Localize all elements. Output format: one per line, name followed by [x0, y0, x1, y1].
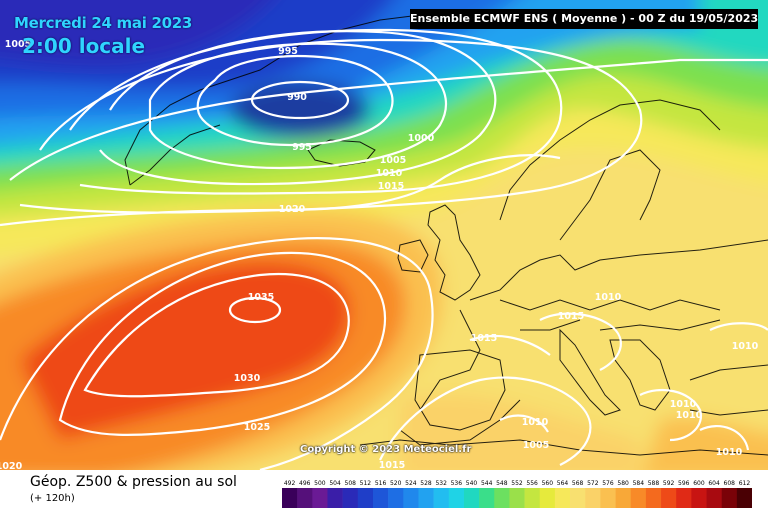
isobar-label: 1020: [0, 461, 23, 470]
legend-swatch: [494, 488, 510, 508]
legend-swatch: [524, 488, 541, 508]
legend-label: 556: [526, 480, 538, 487]
legend-label: 576: [602, 480, 614, 487]
legend-swatch: [630, 488, 647, 508]
legend-label: 500: [314, 480, 326, 487]
legend-label: 552: [511, 480, 523, 487]
legend-label: 568: [572, 480, 584, 487]
legend-label: 560: [542, 480, 554, 487]
legend-label: 528: [420, 480, 432, 487]
isobar-label: 1035: [248, 292, 274, 303]
legend-swatch: [600, 488, 616, 508]
legend-swatch: [327, 488, 343, 508]
isobar-label: 1010: [595, 292, 622, 303]
isobar-label: 1020: [279, 204, 306, 215]
isobar-label: 1005: [380, 155, 406, 166]
legend-label: 492: [284, 480, 296, 487]
isobar-label: 1010: [716, 447, 743, 458]
legend-swatch: [736, 488, 752, 508]
legend-label: 512: [360, 480, 372, 487]
legend-swatch: [297, 488, 313, 508]
legend-label: 592: [663, 480, 675, 487]
legend-swatch: [721, 488, 738, 508]
isobar-label: 1005: [5, 39, 31, 50]
isobars: [0, 28, 768, 470]
legend-swatch: [554, 488, 571, 508]
legend-swatch: [357, 488, 374, 508]
legend-swatch: [342, 488, 359, 508]
legend-swatch: [282, 488, 298, 508]
forecast-range: (+ 120h): [30, 493, 75, 504]
legend-swatch: [448, 488, 465, 508]
legend-label: 588: [648, 480, 660, 487]
isobar-labels: 995 990 995 1000 1005 1010 1015 1020 103…: [0, 39, 759, 470]
legend-swatch: [433, 488, 450, 508]
model-info-banner: Ensemble ECMWF ENS ( Moyenne ) - 00 Z du…: [410, 9, 758, 29]
isobar-label: 1015: [558, 311, 584, 322]
isobar-label: 1030: [234, 373, 261, 384]
legend-swatch: [463, 488, 480, 508]
legend-label: 536: [451, 480, 463, 487]
isobar-label: 1010: [676, 410, 703, 421]
legend-label: 604: [708, 480, 720, 487]
legend-swatch: [509, 488, 525, 508]
isobar-label: 995: [278, 46, 298, 57]
legend-swatch: [661, 488, 677, 508]
legend-label: 572: [587, 480, 599, 487]
legend-swatch: [403, 488, 419, 508]
legend-label: 600: [693, 480, 705, 487]
legend-swatch: [585, 488, 601, 508]
legend-label: 504: [329, 480, 341, 487]
legend-label: 612: [739, 480, 751, 487]
isobar-label: 1000: [408, 133, 435, 144]
legend-swatch: [388, 488, 404, 508]
legend-swatch: [312, 488, 328, 508]
legend-swatch: [539, 488, 556, 508]
legend-label: 524: [405, 480, 417, 487]
isobar-label: 995: [292, 142, 312, 153]
legend-swatch: [615, 488, 632, 508]
legend-label: 532: [435, 480, 447, 487]
isobar-label: 1010: [376, 168, 403, 179]
isobar-label: 1010: [670, 399, 697, 410]
legend-swatch: [479, 488, 495, 508]
geopotential-field: [0, 0, 768, 470]
forecast-date: Mercredi 24 mai 2023: [14, 14, 193, 32]
legend-swatch: [372, 488, 389, 508]
isobar-label: 1025: [244, 422, 270, 433]
field-title: Géop. Z500 & pression au sol: [30, 474, 237, 490]
legend-swatch: [706, 488, 722, 508]
legend-swatch: [418, 488, 434, 508]
isobar-label: 1015: [471, 333, 497, 344]
legend-label: 564: [557, 480, 569, 487]
forecast-time: 2:00 locale: [22, 34, 146, 58]
legend-swatch: [691, 488, 707, 508]
legend-label: 608: [724, 480, 736, 487]
legend-swatch: [570, 488, 586, 508]
legend-swatch: [676, 488, 692, 508]
legend-label: 508: [345, 480, 357, 487]
legend-label: 496: [299, 480, 311, 487]
copyright-notice: Copyright © 2023 Meteociel.fr: [300, 444, 472, 455]
color-legend: 492 496 500 504 508 512 516 520 524 528 532 536 540 5…: [282, 480, 752, 508]
map-canvas: 995 990 995 1000 1005 1010 1015 1020 103…: [0, 0, 768, 470]
isobar-label: 1005: [523, 440, 549, 451]
isobar-label: 1015: [378, 181, 404, 192]
legend-label: 540: [466, 480, 478, 487]
legend-label: 596: [678, 480, 690, 487]
legend-label: 544: [481, 480, 493, 487]
legend-label: 520: [390, 480, 402, 487]
isobar-label: 990: [287, 92, 307, 103]
legend-label: 548: [496, 480, 508, 487]
isobar-label: 1010: [522, 417, 549, 428]
legend-swatch: [645, 488, 662, 508]
isobar-label: 1015: [379, 460, 405, 470]
legend-label: 584: [633, 480, 645, 487]
legend-label: 516: [375, 480, 387, 487]
isobar-label: 1010: [732, 341, 759, 352]
legend-label: 580: [617, 480, 629, 487]
